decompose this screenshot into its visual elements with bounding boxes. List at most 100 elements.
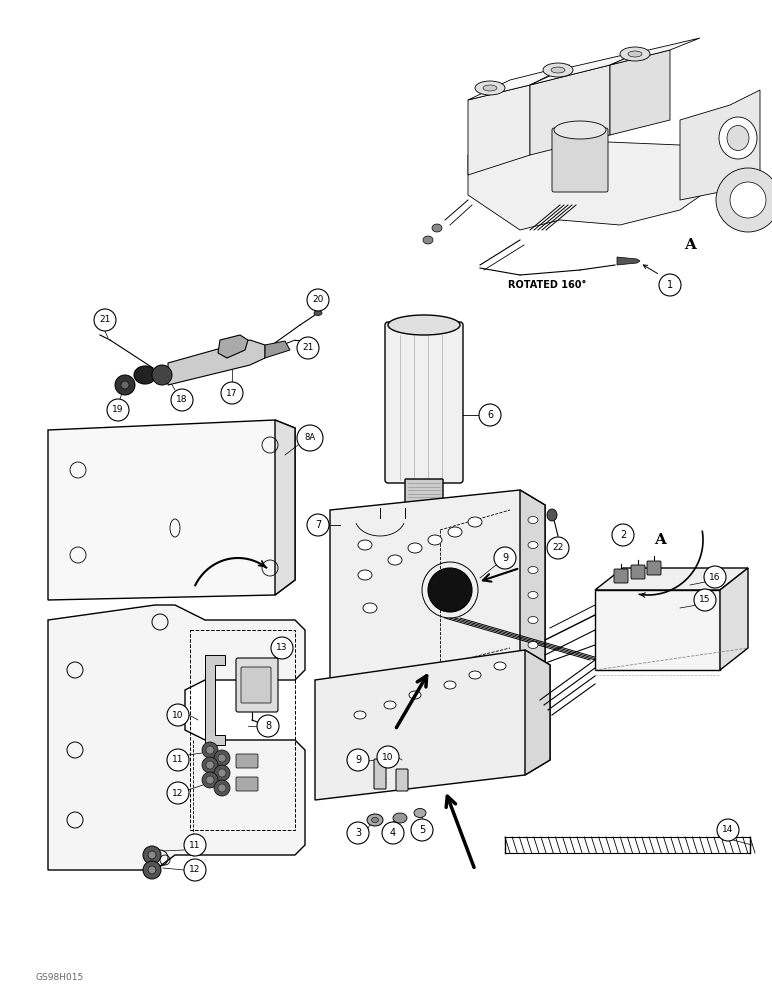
Circle shape — [659, 274, 681, 296]
Circle shape — [704, 566, 726, 588]
Circle shape — [347, 749, 369, 771]
Text: 18: 18 — [176, 395, 188, 404]
FancyBboxPatch shape — [595, 590, 720, 670]
Ellipse shape — [494, 662, 506, 670]
Ellipse shape — [314, 310, 322, 316]
Ellipse shape — [393, 813, 407, 823]
Text: 19: 19 — [112, 406, 124, 414]
Ellipse shape — [388, 555, 402, 565]
Circle shape — [206, 776, 214, 784]
Text: 14: 14 — [723, 826, 733, 834]
Circle shape — [221, 382, 243, 404]
Circle shape — [612, 524, 634, 546]
Ellipse shape — [363, 603, 377, 613]
Circle shape — [347, 822, 369, 844]
Text: GS98H015: GS98H015 — [35, 974, 83, 982]
Text: 2: 2 — [620, 530, 626, 540]
Ellipse shape — [469, 671, 481, 679]
Ellipse shape — [432, 224, 442, 232]
Text: 12: 12 — [189, 865, 201, 874]
Polygon shape — [530, 50, 645, 85]
Ellipse shape — [371, 818, 378, 822]
Text: 13: 13 — [276, 644, 288, 652]
FancyBboxPatch shape — [614, 569, 628, 583]
Circle shape — [107, 399, 129, 421]
Ellipse shape — [551, 67, 565, 73]
Circle shape — [218, 754, 226, 762]
Polygon shape — [468, 140, 730, 230]
Circle shape — [547, 537, 569, 559]
Circle shape — [218, 769, 226, 777]
Ellipse shape — [384, 701, 396, 709]
Text: 10: 10 — [382, 752, 394, 762]
Circle shape — [143, 861, 161, 879]
Circle shape — [202, 772, 218, 788]
FancyBboxPatch shape — [385, 322, 463, 483]
Text: A: A — [684, 238, 696, 252]
Ellipse shape — [528, 591, 538, 598]
Ellipse shape — [134, 366, 156, 384]
FancyBboxPatch shape — [374, 759, 386, 789]
Polygon shape — [720, 568, 748, 670]
Polygon shape — [525, 650, 550, 775]
Ellipse shape — [528, 516, 538, 524]
Ellipse shape — [528, 616, 538, 624]
Circle shape — [717, 819, 739, 841]
Ellipse shape — [475, 81, 505, 95]
Polygon shape — [468, 85, 530, 175]
Circle shape — [428, 568, 472, 612]
Text: 8: 8 — [265, 721, 271, 731]
Circle shape — [206, 761, 214, 769]
Text: 11: 11 — [172, 756, 184, 764]
Text: 8A: 8A — [304, 434, 316, 442]
Ellipse shape — [528, 542, 538, 548]
Text: 20: 20 — [313, 296, 323, 304]
Polygon shape — [205, 655, 225, 745]
Text: ROTATED 160°: ROTATED 160° — [508, 280, 587, 290]
Circle shape — [94, 309, 116, 331]
Circle shape — [214, 750, 230, 766]
Text: 10: 10 — [172, 710, 184, 720]
Circle shape — [115, 375, 135, 395]
Polygon shape — [168, 340, 265, 385]
Text: 21: 21 — [100, 316, 110, 324]
Circle shape — [218, 784, 226, 792]
Text: 12: 12 — [172, 788, 184, 798]
FancyBboxPatch shape — [236, 754, 258, 768]
Ellipse shape — [543, 63, 573, 77]
Text: 16: 16 — [709, 572, 721, 582]
Circle shape — [271, 637, 293, 659]
Circle shape — [297, 425, 323, 451]
Ellipse shape — [448, 527, 462, 537]
FancyBboxPatch shape — [647, 561, 661, 575]
Circle shape — [377, 746, 399, 768]
Ellipse shape — [444, 681, 456, 689]
Circle shape — [148, 851, 156, 859]
Circle shape — [716, 168, 772, 232]
Ellipse shape — [483, 85, 497, 91]
Circle shape — [184, 859, 206, 881]
Text: 9: 9 — [502, 553, 508, 563]
Circle shape — [307, 514, 329, 536]
Polygon shape — [330, 490, 545, 700]
Circle shape — [411, 819, 433, 841]
Ellipse shape — [620, 47, 650, 61]
Circle shape — [167, 782, 189, 804]
Circle shape — [206, 746, 214, 754]
Ellipse shape — [468, 517, 482, 527]
Text: 4: 4 — [390, 828, 396, 838]
Ellipse shape — [628, 51, 642, 57]
Ellipse shape — [547, 509, 557, 521]
FancyBboxPatch shape — [236, 777, 258, 791]
Ellipse shape — [408, 543, 422, 553]
Polygon shape — [520, 490, 545, 680]
Text: A: A — [654, 533, 666, 547]
Ellipse shape — [358, 540, 372, 550]
Polygon shape — [218, 335, 248, 358]
Text: 17: 17 — [226, 388, 238, 397]
Circle shape — [171, 389, 193, 411]
Polygon shape — [617, 257, 640, 265]
Ellipse shape — [727, 125, 749, 150]
Text: 1: 1 — [667, 280, 673, 290]
Polygon shape — [610, 50, 670, 135]
